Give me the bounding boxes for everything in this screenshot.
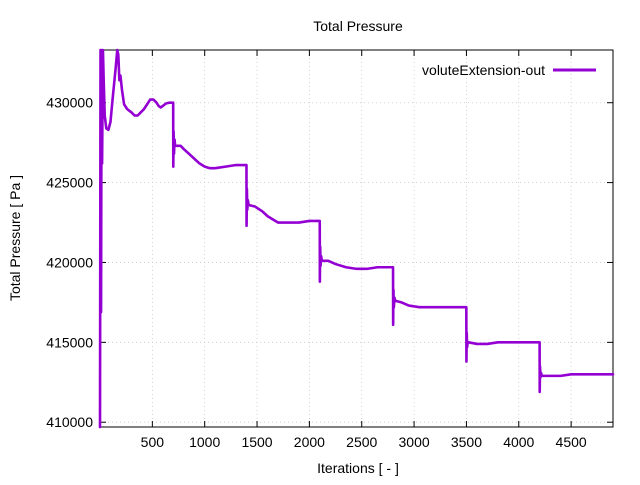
y-tick-label: 425000 (46, 175, 93, 191)
legend: voluteExtension-out (422, 62, 596, 78)
plot-frame (99, 49, 614, 428)
x-tick-label: 2000 (294, 434, 325, 450)
x-tick-label: 2500 (346, 434, 377, 450)
x-tick-label: 3500 (451, 434, 482, 450)
x-tick-label: 3000 (399, 434, 430, 450)
x-tick-label: 4500 (556, 434, 587, 450)
grid-layer (100, 50, 613, 427)
x-tick-label: 4000 (503, 434, 534, 450)
chart-title: Total Pressure (313, 18, 403, 34)
x-tick-label: 1500 (241, 434, 272, 450)
y-tick-label: 415000 (46, 334, 93, 350)
x-axis-label: Iterations [ - ] (317, 460, 399, 476)
x-tick-label: 1000 (189, 434, 220, 450)
ticks-layer: 500 1000 1500 2000 2500 3000 3500 4000 4500 41000… (46, 50, 613, 450)
series-line (98, 48, 615, 429)
series-layer (98, 48, 615, 429)
y-tick-label: 430000 (46, 95, 93, 111)
legend-entry-label: voluteExtension-out (422, 62, 545, 78)
y-tick-label: 420000 (46, 254, 93, 270)
y-tick-label: 410000 (46, 414, 93, 430)
x-tick-label: 500 (141, 434, 165, 450)
y-axis-label: Total Pressure [ Pa ] (7, 175, 23, 301)
